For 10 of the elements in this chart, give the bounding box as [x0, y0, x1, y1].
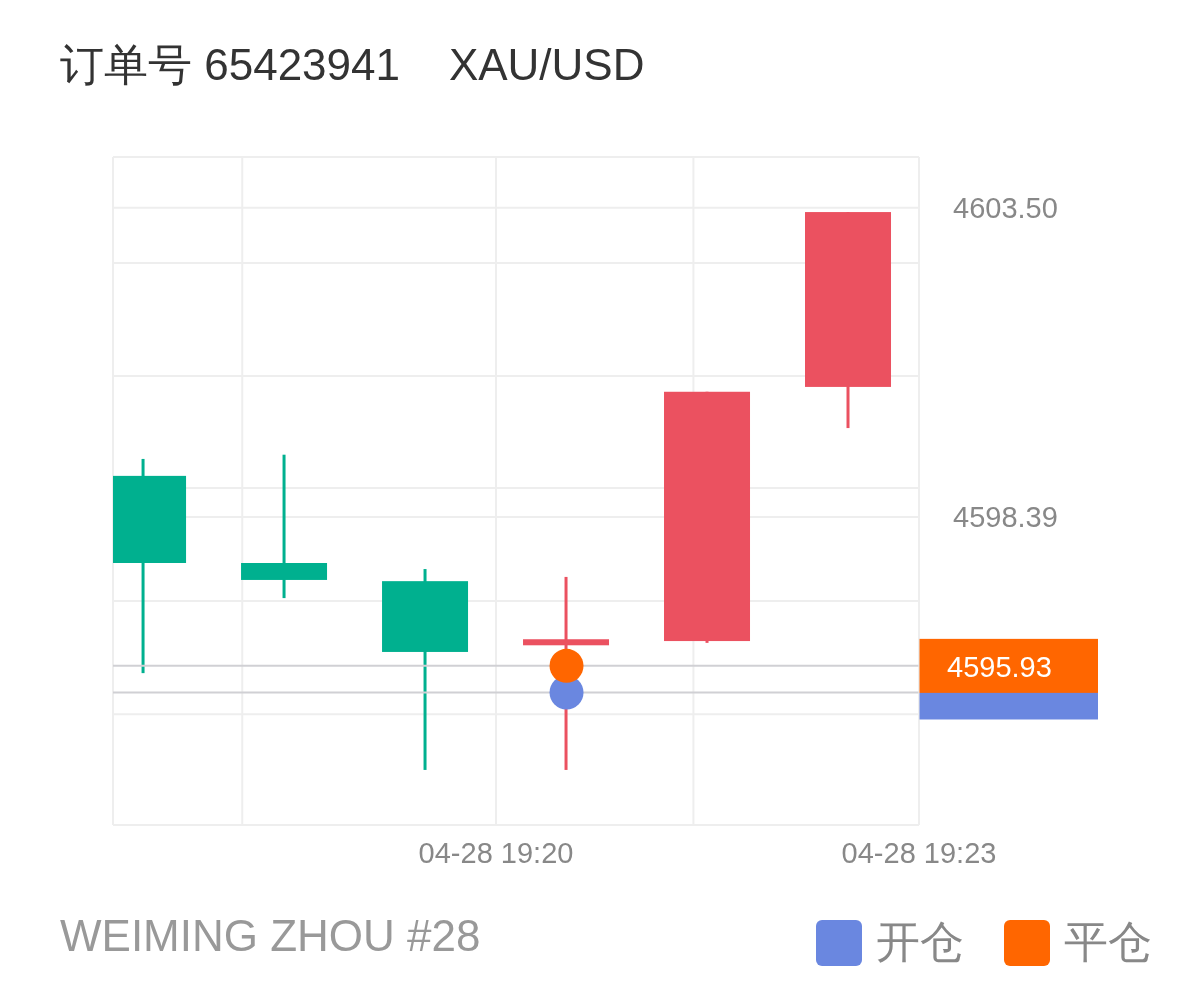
- text: WEIMING ZHOU #28: [60, 911, 481, 961]
- ref-line-label: 4595.93: [947, 650, 1052, 683]
- legend-label: 开仓: [876, 916, 964, 968]
- candlestick: [241, 454, 328, 600]
- x-tick-label: 04-28 19:23: [841, 837, 997, 869]
- legend-label: 平仓: [1064, 916, 1152, 968]
- x-tick-label: 04-28 19:20: [418, 837, 574, 869]
- chart-title: 订单号 65423941 XAU/USD: [60, 39, 645, 91]
- y-tick-label: 4598.39: [953, 501, 1058, 534]
- y-tick-label: 4603.50: [953, 191, 1058, 224]
